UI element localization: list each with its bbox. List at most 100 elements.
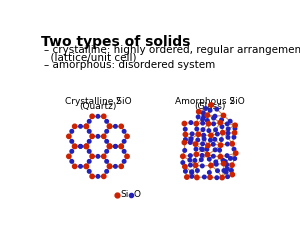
Circle shape [225,154,229,157]
Circle shape [105,160,109,163]
Circle shape [224,170,228,174]
Circle shape [225,163,229,166]
Circle shape [189,138,193,142]
Circle shape [70,160,74,163]
Text: (Glass): (Glass) [194,102,225,111]
Circle shape [196,115,200,119]
Circle shape [232,135,236,139]
Circle shape [212,116,215,120]
Circle shape [84,124,88,128]
Circle shape [202,115,206,118]
Circle shape [105,150,109,153]
Circle shape [73,164,77,169]
Circle shape [190,170,194,174]
Circle shape [122,130,126,133]
Circle shape [226,175,230,178]
Circle shape [84,164,88,169]
Circle shape [212,154,215,158]
Circle shape [226,135,230,139]
Circle shape [73,144,77,148]
Circle shape [67,154,71,159]
Circle shape [232,131,237,135]
Circle shape [196,132,200,136]
Circle shape [193,142,198,146]
Circle shape [67,134,71,139]
Circle shape [201,122,205,125]
Text: Two types of solids: Two types of solids [40,35,190,49]
Circle shape [218,120,222,125]
Circle shape [125,134,129,139]
Circle shape [214,160,217,164]
Circle shape [213,115,217,118]
Circle shape [79,145,82,148]
Circle shape [114,145,117,148]
Circle shape [206,122,211,126]
Circle shape [201,148,204,151]
Circle shape [122,160,126,163]
Circle shape [183,149,187,152]
Text: – crystalline: highly ordered, regular arrangement: – crystalline: highly ordered, regular a… [44,45,300,56]
Circle shape [225,122,229,126]
Circle shape [107,144,112,148]
Circle shape [73,144,77,148]
Text: Si: Si [120,190,129,199]
Circle shape [70,140,74,143]
Circle shape [195,175,199,180]
Circle shape [102,114,106,119]
Circle shape [226,142,229,146]
Circle shape [87,119,91,123]
Circle shape [214,162,218,166]
Circle shape [183,132,188,137]
Circle shape [230,163,234,167]
Circle shape [119,144,123,148]
Circle shape [102,134,106,139]
Circle shape [122,140,126,143]
Circle shape [96,175,100,178]
Circle shape [84,144,88,148]
Circle shape [119,124,123,128]
Circle shape [230,169,233,172]
Circle shape [190,132,194,136]
Circle shape [201,128,205,131]
Circle shape [196,110,201,114]
Circle shape [194,122,198,126]
Circle shape [208,138,212,142]
Circle shape [208,171,211,174]
Circle shape [196,169,199,172]
Circle shape [188,141,192,144]
Circle shape [84,144,88,148]
Text: Crystalline SiO: Crystalline SiO [64,97,131,106]
Circle shape [189,154,192,157]
Circle shape [200,164,204,168]
Circle shape [182,121,187,126]
Circle shape [233,157,236,160]
Circle shape [107,144,112,148]
Circle shape [221,113,226,118]
Circle shape [90,114,94,119]
Circle shape [230,142,234,146]
Circle shape [194,163,198,168]
Circle shape [87,150,91,153]
Circle shape [79,165,82,168]
Circle shape [234,151,238,155]
Circle shape [220,130,225,135]
Circle shape [194,147,198,151]
Circle shape [201,117,204,121]
Circle shape [208,109,212,112]
Circle shape [70,130,74,133]
Circle shape [200,147,203,151]
Circle shape [224,160,227,163]
Circle shape [87,160,91,163]
Circle shape [195,127,199,131]
Text: (Quartz): (Quartz) [79,102,117,111]
Circle shape [209,103,213,107]
Circle shape [184,169,187,173]
Circle shape [96,135,100,138]
Circle shape [216,132,219,136]
Circle shape [201,142,204,146]
Circle shape [209,133,213,137]
Circle shape [233,123,237,127]
Circle shape [184,138,187,141]
Circle shape [189,137,193,140]
Circle shape [189,163,192,167]
